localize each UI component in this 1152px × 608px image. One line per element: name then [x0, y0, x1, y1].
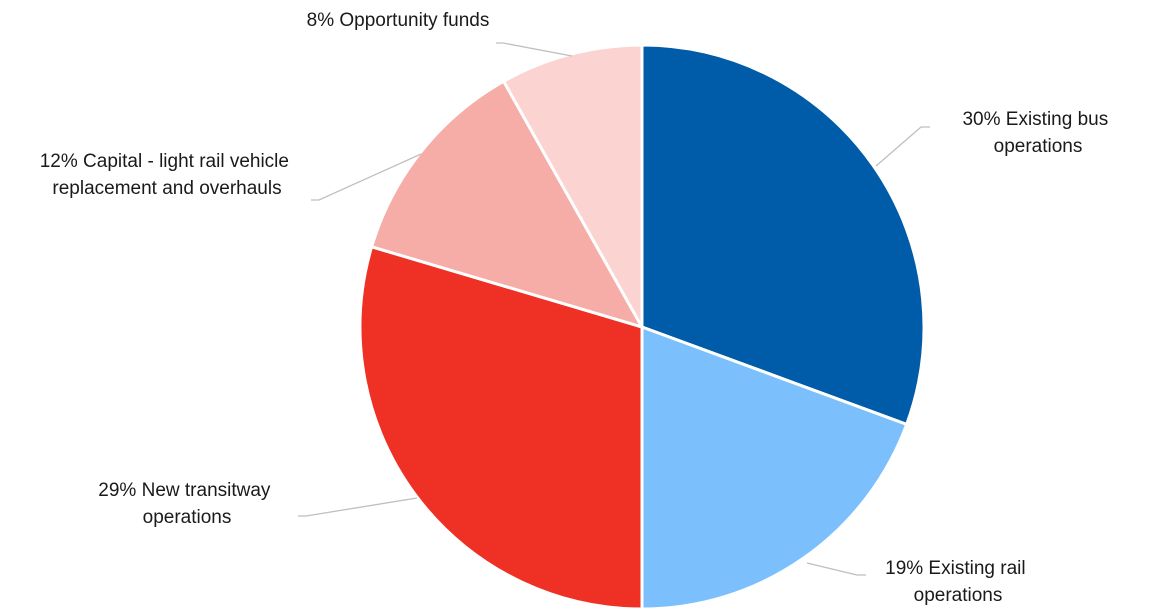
pie-slice-existing-rail — [640, 324, 909, 608]
slice-labels: 30% Existing bus operations 19% Existing… — [40, 10, 1113, 606]
leader-line-new-transitway — [298, 497, 418, 517]
slice-label-capital: 12% Capital - light rail vehicle replace… — [40, 151, 295, 199]
slice-label-existing-bus: 30% Existing bus operations — [962, 109, 1113, 157]
slice-label-existing-rail: 19% Existing rail operations — [885, 558, 1031, 606]
leader-line-existing-rail — [806, 562, 866, 576]
pie-slices — [358, 43, 926, 608]
leader-lines — [298, 42, 930, 576]
pie-slice-new-transitway — [358, 244, 644, 608]
slice-label-opportunity: 8% Opportunity funds — [307, 10, 490, 31]
leader-line-existing-bus — [875, 126, 930, 167]
slice-label-new-transitway: 29% New transitway operations — [98, 480, 275, 528]
pie-slice-capital — [369, 79, 646, 330]
leader-line-opportunity — [496, 42, 573, 57]
pie-slice-opportunity — [501, 43, 644, 333]
leader-line-capital — [311, 153, 422, 201]
pie-slice-existing-bus — [640, 43, 926, 427]
